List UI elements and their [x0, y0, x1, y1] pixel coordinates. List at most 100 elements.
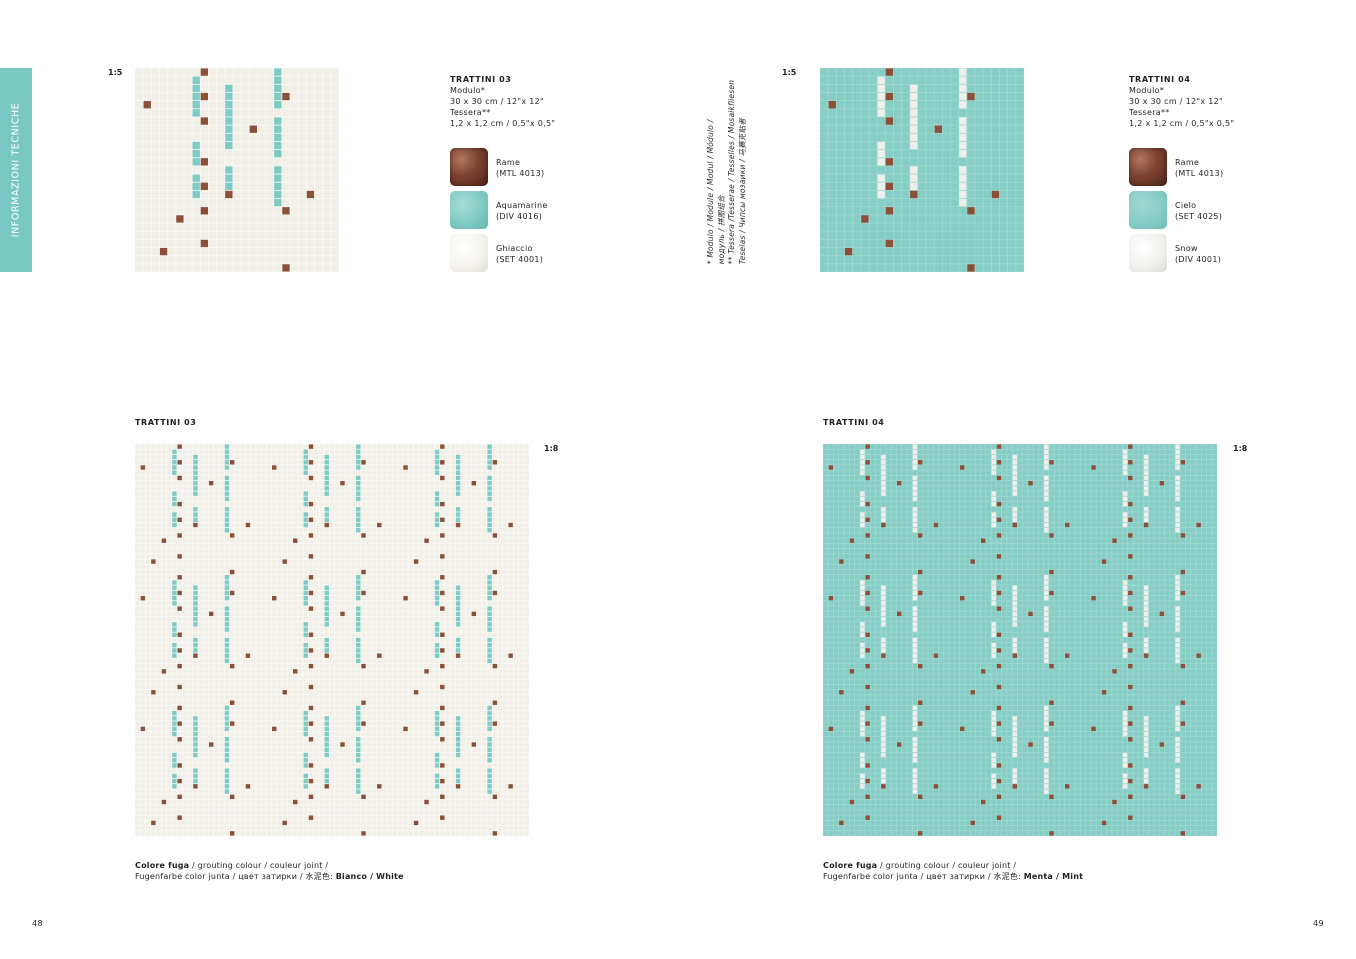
- tile: [329, 533, 335, 538]
- tile: [293, 491, 298, 496]
- tile: [172, 606, 177, 611]
- tile: [513, 554, 519, 559]
- tile: [282, 548, 287, 554]
- tile: [266, 695, 272, 700]
- tile: [256, 491, 261, 496]
- tile: [159, 141, 168, 150]
- tile: [476, 648, 482, 653]
- tile: [492, 543, 498, 549]
- tile: [308, 580, 314, 585]
- tile: [219, 522, 224, 528]
- tile: [366, 616, 371, 622]
- tile: [151, 721, 156, 726]
- tile: [140, 716, 146, 721]
- tile: [497, 522, 503, 528]
- tile: [497, 643, 503, 648]
- tile: [240, 690, 245, 695]
- tile: [471, 663, 477, 669]
- tile: [235, 580, 240, 585]
- tile: [455, 679, 461, 685]
- tile: [323, 109, 331, 117]
- tile: [298, 517, 303, 522]
- tile: [266, 737, 272, 742]
- tile: [445, 507, 450, 512]
- tile: [476, 742, 482, 747]
- tile: [257, 174, 266, 182]
- tile: [476, 528, 482, 533]
- tile: [476, 575, 482, 580]
- tile: [524, 690, 529, 695]
- tile: [303, 679, 308, 685]
- tile: [335, 726, 340, 732]
- tile: [324, 444, 329, 449]
- tile: [135, 548, 140, 554]
- tile: [282, 538, 287, 543]
- tile: [240, 742, 245, 747]
- tile: [277, 548, 282, 554]
- tile: [293, 512, 298, 517]
- tile: [282, 141, 290, 150]
- tile-copper: [249, 125, 257, 133]
- tile: [335, 632, 340, 637]
- tile: [235, 611, 240, 617]
- tile: [219, 632, 224, 637]
- tile: [492, 653, 498, 658]
- tile: [424, 658, 429, 664]
- tile: [350, 569, 356, 575]
- tile: [140, 496, 146, 502]
- tile-accent: [434, 501, 440, 507]
- tile: [429, 637, 435, 643]
- tile: [413, 721, 419, 726]
- tile: [200, 231, 209, 239]
- tile: [377, 669, 382, 674]
- tile: [161, 684, 167, 690]
- tile: [208, 454, 214, 460]
- tile: [298, 653, 303, 658]
- tile: [429, 700, 435, 705]
- tile: [249, 198, 257, 207]
- tile: [487, 538, 492, 543]
- tile: [159, 166, 168, 174]
- tile: [308, 679, 314, 685]
- tile: [403, 721, 408, 726]
- tile: [287, 721, 293, 726]
- tile: [424, 705, 429, 711]
- tile: [508, 679, 513, 685]
- tile: [429, 653, 435, 658]
- tile-copper: [208, 742, 214, 747]
- tile: [518, 632, 524, 637]
- tile: [350, 559, 356, 564]
- tile: [408, 663, 414, 669]
- tile: [335, 522, 340, 528]
- tile: [293, 643, 298, 648]
- tile-accent: [455, 742, 461, 747]
- tile: [497, 690, 503, 695]
- tile: [466, 721, 471, 726]
- tile: [282, 643, 287, 648]
- tile: [413, 601, 419, 606]
- tile: [371, 480, 377, 486]
- tile: [408, 501, 414, 507]
- tile: [371, 580, 377, 585]
- tile: [450, 716, 456, 721]
- tile: [314, 716, 319, 721]
- tile: [329, 512, 335, 517]
- tile-accent: [455, 648, 461, 653]
- tile: [340, 679, 345, 685]
- tile: [513, 674, 519, 679]
- tile: [257, 101, 266, 109]
- tile: [156, 470, 161, 475]
- tile: [187, 637, 193, 643]
- tile: [277, 559, 282, 564]
- tile: [350, 700, 356, 705]
- tile-copper: [306, 190, 315, 199]
- tile: [387, 460, 393, 465]
- tile: [471, 475, 477, 481]
- tile: [224, 731, 230, 737]
- tile: [450, 465, 456, 470]
- tile: [371, 559, 377, 564]
- tile: [298, 528, 303, 533]
- tile: [225, 247, 233, 256]
- tile: [371, 465, 377, 470]
- tile-accent: [487, 449, 492, 455]
